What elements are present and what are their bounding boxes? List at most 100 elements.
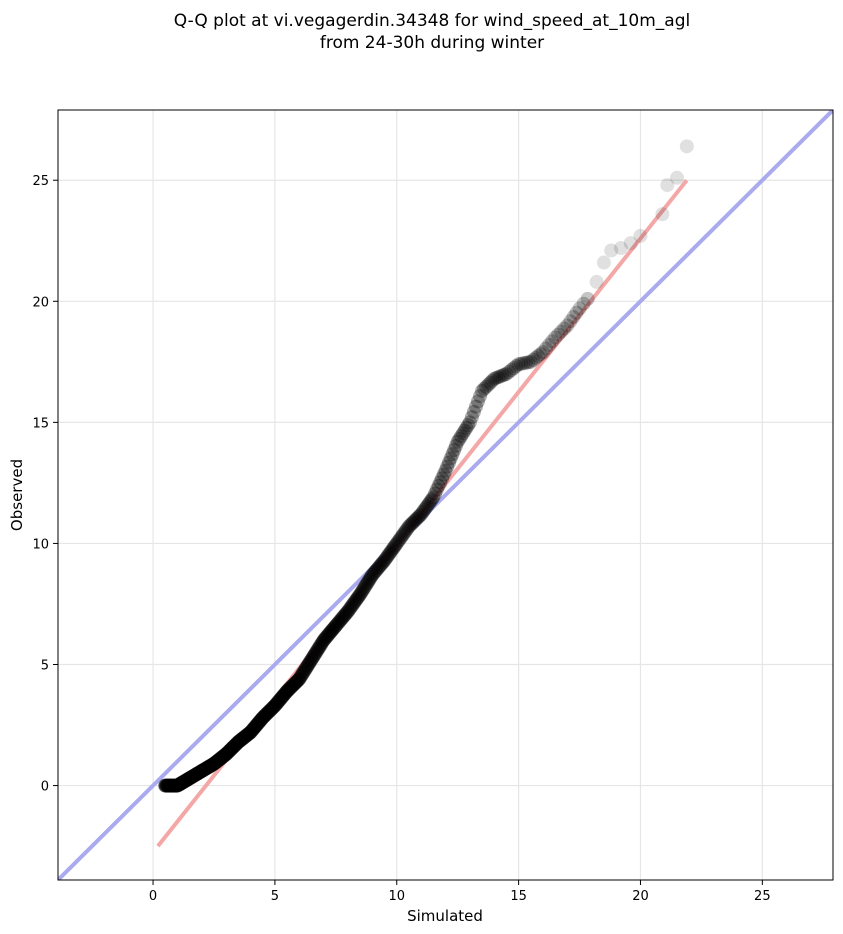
data-point: [394, 530, 409, 545]
y-axis-label: Observed: [8, 459, 26, 531]
data-point: [336, 610, 351, 625]
data-point: [493, 369, 508, 384]
data-point: [261, 704, 276, 719]
data-point: [327, 620, 342, 635]
data-point: [417, 503, 432, 518]
data-point: [415, 505, 430, 520]
data-point: [381, 547, 396, 562]
chart-title-line-2: from 24-30h during winter: [320, 33, 544, 53]
data-point: [495, 368, 510, 383]
data-point: [323, 625, 338, 640]
data-point: [487, 371, 502, 386]
data-point: [613, 241, 628, 256]
data-point: [252, 714, 267, 729]
data-point: [308, 645, 323, 660]
data-point: [409, 511, 424, 526]
data-point: [423, 494, 438, 509]
data-point: [462, 415, 477, 430]
data-point: [441, 455, 456, 470]
data-point: [400, 521, 415, 536]
data-point: [235, 732, 250, 747]
data-point: [421, 496, 436, 511]
data-point: [366, 566, 381, 581]
data-point: [343, 600, 358, 615]
data-point: [276, 688, 291, 703]
data-point: [424, 492, 439, 507]
data-point: [403, 517, 418, 532]
data-point: [483, 375, 498, 390]
data-point: [404, 516, 419, 531]
data-point: [433, 475, 448, 490]
data-point: [385, 542, 400, 557]
data-point: [325, 622, 340, 637]
data-point: [428, 486, 443, 501]
data-point: [438, 463, 453, 478]
data-point: [521, 355, 536, 370]
data-point: [307, 647, 322, 662]
data-point: [633, 228, 648, 243]
data-point: [243, 725, 258, 740]
data-point: [448, 438, 463, 453]
data-point: [345, 597, 360, 612]
data-point: [341, 604, 356, 619]
data-point: [372, 559, 387, 574]
data-point: [411, 510, 426, 525]
data-point: [290, 674, 305, 689]
data-point: [365, 567, 380, 582]
data-point: [545, 334, 560, 349]
data-point: [253, 713, 268, 728]
x-axis-label: Simulated: [407, 907, 483, 925]
x-tick-label: 0: [149, 889, 157, 904]
data-point: [554, 324, 569, 339]
data-point: [247, 720, 262, 735]
data-point: [260, 705, 275, 720]
data-point: [319, 629, 334, 644]
data-point: [436, 467, 451, 482]
data-point: [292, 672, 307, 687]
data-point: [351, 588, 366, 603]
data-points: [158, 139, 694, 793]
data-point: [596, 255, 611, 270]
data-point: [342, 602, 357, 617]
data-point: [233, 733, 248, 748]
data-point: [246, 721, 261, 736]
data-point: [271, 693, 286, 708]
data-point: [277, 687, 292, 702]
data-point: [489, 370, 504, 385]
data-point: [315, 635, 330, 650]
data-point: [431, 479, 446, 494]
data-point: [309, 643, 324, 658]
data-point: [317, 631, 332, 646]
data-point: [270, 695, 285, 710]
data-point: [298, 661, 313, 676]
data-point: [358, 579, 373, 594]
data-point: [288, 676, 303, 691]
data-point: [518, 355, 533, 370]
data-point: [660, 178, 675, 193]
data-point: [447, 443, 462, 458]
data-point: [516, 356, 531, 371]
data-point: [273, 691, 288, 706]
data-point: [275, 690, 290, 705]
data-point: [263, 702, 278, 717]
data-point: [278, 686, 293, 701]
data-point: [248, 719, 263, 734]
data-point: [239, 728, 254, 743]
data-point: [257, 708, 272, 723]
data-point: [539, 341, 554, 356]
data-point: [397, 525, 412, 540]
data-point: [338, 607, 353, 622]
data-point: [468, 399, 483, 414]
data-point: [339, 605, 354, 620]
data-point: [535, 345, 550, 360]
data-point: [324, 624, 339, 639]
data-point: [569, 305, 584, 320]
data-point: [295, 666, 310, 681]
data-point: [259, 706, 274, 721]
data-point: [374, 556, 389, 571]
data-point: [395, 527, 410, 542]
data-point: [440, 459, 455, 474]
data-point: [306, 649, 321, 664]
data-point: [244, 724, 259, 739]
data-point: [452, 431, 467, 446]
